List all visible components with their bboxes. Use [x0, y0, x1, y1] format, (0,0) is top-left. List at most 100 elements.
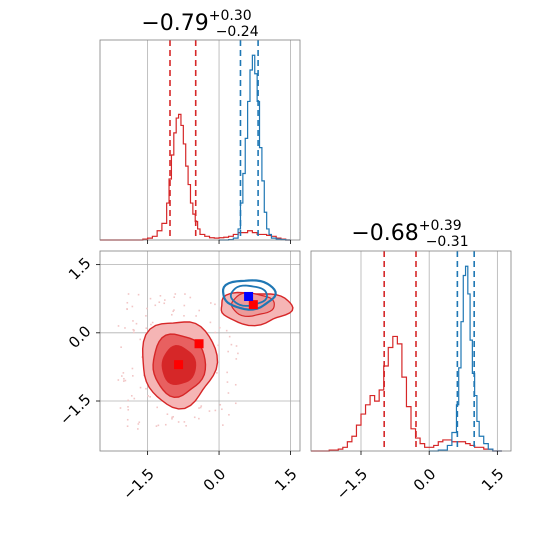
scatter-point — [234, 402, 237, 405]
panel-frame — [99, 250, 301, 452]
histogram-step-line — [100, 113, 291, 241]
scatter-point — [133, 329, 135, 332]
scatter-point — [137, 293, 140, 296]
scatter-point — [171, 417, 173, 420]
scatter-point — [126, 308, 128, 310]
scatter-point — [166, 413, 169, 416]
scatter-point — [172, 415, 175, 418]
contour-outer-blue — [222, 279, 277, 311]
scatter-point — [193, 416, 196, 419]
scatter-point — [210, 302, 212, 304]
scatter-point — [219, 403, 222, 406]
scatter-point — [132, 320, 134, 322]
scatter-point — [234, 383, 237, 386]
scatter-point — [218, 326, 221, 329]
scatter-point — [133, 397, 136, 400]
scatter-point — [149, 297, 152, 300]
scatter-point — [195, 315, 197, 317]
scatter-point — [198, 309, 201, 312]
scatter-point — [183, 314, 185, 317]
scatter-point — [147, 395, 149, 397]
scatter-point — [221, 408, 223, 411]
scatter-point — [228, 335, 231, 338]
panel-background — [100, 40, 300, 240]
scatter-point — [155, 425, 158, 427]
scatter-point — [163, 299, 166, 301]
y-tick-label: 1.5 — [65, 254, 95, 284]
scatter-point — [177, 421, 180, 423]
histogram-step-line — [219, 54, 291, 241]
scatter-point — [173, 296, 176, 299]
scatter-point — [156, 406, 159, 409]
scatter-point — [127, 406, 129, 408]
scatter-point — [126, 418, 129, 421]
scatter-point — [235, 358, 238, 360]
scatter-point — [225, 329, 228, 332]
x-tick-label: −1.5 — [333, 465, 371, 503]
scatter-point — [137, 428, 139, 430]
scatter-point — [127, 293, 130, 295]
scatter-point — [132, 375, 134, 377]
scatter-point — [154, 304, 157, 307]
scatter-point — [237, 352, 239, 355]
scatter-point — [132, 331, 135, 334]
scatter-point — [145, 315, 147, 317]
point-marker — [174, 360, 184, 370]
scatter-point — [149, 395, 151, 398]
histogram-step-line — [311, 335, 502, 452]
scatter-point — [198, 407, 200, 409]
scatter-point — [117, 379, 120, 381]
scatter-point — [138, 421, 141, 424]
panel-frame — [310, 250, 512, 452]
scatter-point — [226, 381, 229, 383]
scatter-point — [117, 325, 120, 327]
scatter-point — [158, 301, 161, 304]
x-tick-label: 0.0 — [410, 465, 440, 495]
scatter-point — [227, 350, 229, 353]
scatter-point — [131, 305, 134, 308]
scatter-point — [124, 379, 127, 382]
y-tick-label: 0.0 — [65, 322, 95, 352]
scatter-point — [122, 380, 125, 382]
scatter-point — [122, 372, 125, 374]
scatter-point — [119, 407, 122, 409]
scatter-point — [126, 425, 129, 428]
scatter-point — [170, 313, 173, 316]
x-tick-label: −1.5 — [119, 465, 157, 503]
scatter-point — [189, 296, 192, 299]
histogram-step-line — [429, 265, 502, 452]
x-tick-label: 1.5 — [271, 465, 301, 495]
scatter-point — [214, 303, 216, 306]
y-tick-label: −1.5 — [56, 390, 94, 428]
panel-frame — [99, 39, 301, 241]
scatter-point — [123, 377, 125, 380]
scatter-point — [131, 367, 134, 370]
scatter-point — [145, 387, 147, 390]
scatter-point — [235, 345, 238, 347]
scatter-point — [121, 375, 123, 377]
scatter-point — [173, 309, 175, 311]
scatter-point — [227, 392, 230, 394]
joint-contour-panel: −1.5 0.0 1.5 1.5 0.0 −1.5 — [56, 250, 301, 503]
scatter-point — [230, 343, 233, 346]
scatter-point — [198, 417, 200, 420]
scatter-point — [184, 293, 186, 295]
scatter-point — [137, 423, 140, 425]
x-tick-label: 1.5 — [478, 465, 508, 495]
point-marker — [194, 339, 204, 349]
scatter-point — [226, 371, 228, 374]
scatter-point — [164, 423, 167, 426]
scatter-point — [183, 304, 186, 307]
scatter-point — [214, 331, 217, 334]
scatter-point — [139, 338, 142, 341]
scatter-point — [200, 405, 203, 407]
point-marker — [244, 291, 254, 301]
scatter-point — [127, 408, 130, 411]
scatter-point — [145, 327, 148, 329]
scatter-point — [157, 424, 160, 427]
scatter-point — [130, 395, 133, 397]
scatter-point — [132, 328, 135, 331]
scatter-point — [172, 310, 174, 313]
scatter-point — [208, 410, 211, 412]
